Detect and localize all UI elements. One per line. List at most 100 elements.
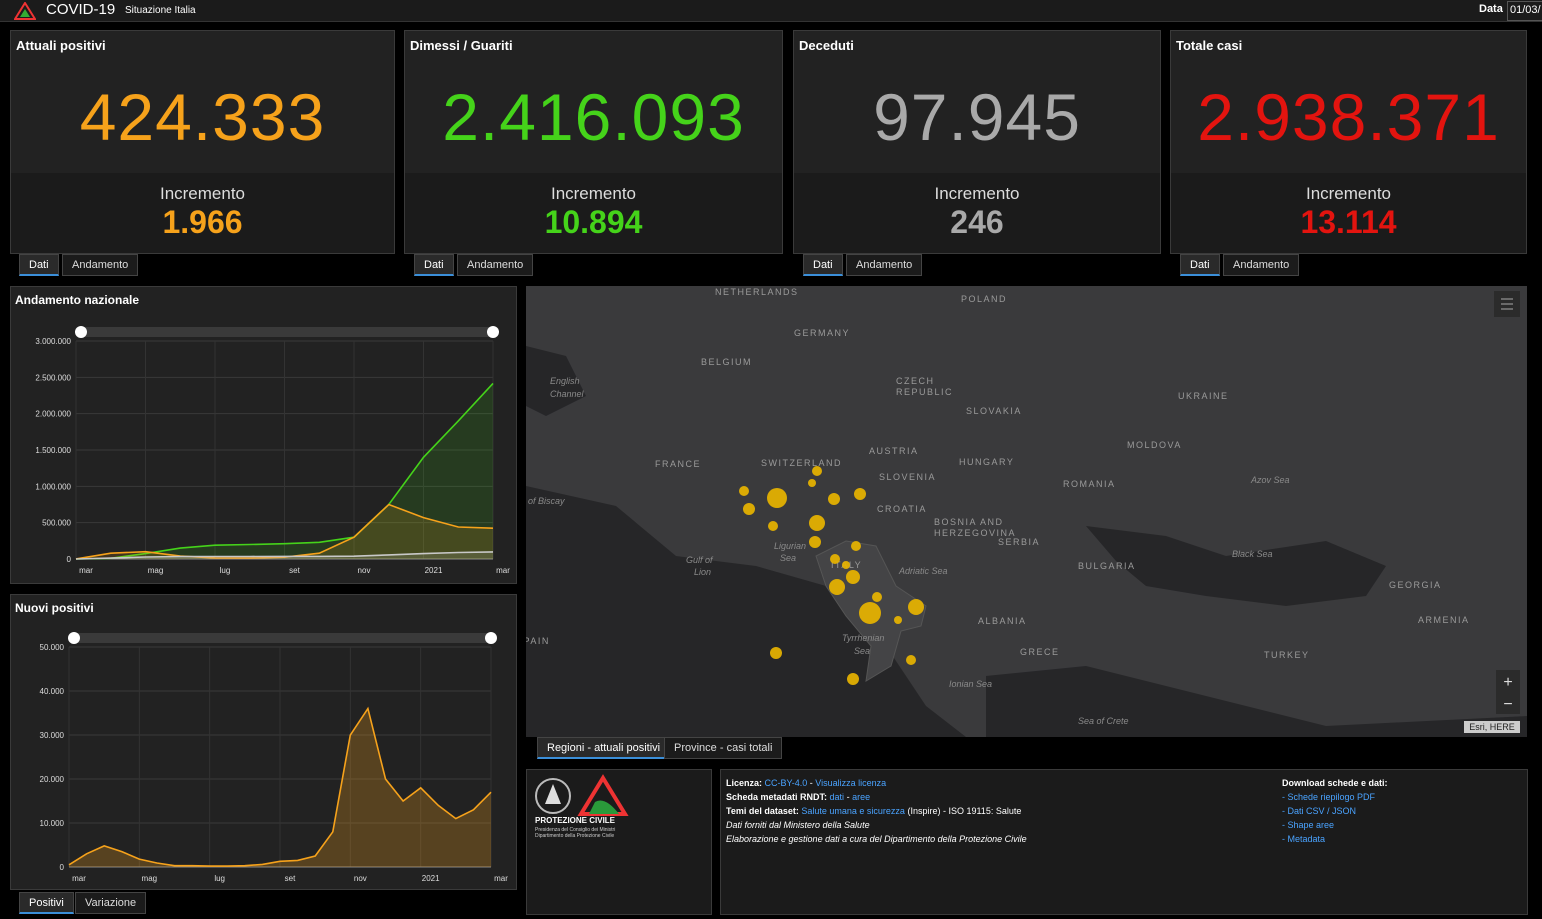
card-title: Totale casi bbox=[1176, 38, 1243, 53]
tab[interactable]: Dati bbox=[1180, 254, 1220, 276]
separator: - bbox=[846, 792, 850, 802]
slider-handle[interactable] bbox=[68, 632, 80, 644]
tab[interactable]: Dati bbox=[803, 254, 843, 276]
map-label: Sea bbox=[780, 553, 796, 563]
download-link[interactable]: - Shape aree bbox=[1282, 820, 1335, 830]
tab[interactable]: Dati bbox=[414, 254, 454, 276]
tab[interactable]: Regioni - attuali positivi bbox=[537, 737, 671, 759]
download-link[interactable]: - Metadata bbox=[1282, 834, 1326, 844]
tab[interactable]: Andamento bbox=[457, 254, 534, 276]
x-tick-label: set bbox=[289, 566, 300, 575]
zoom-out[interactable]: − bbox=[1503, 696, 1512, 713]
bubble[interactable] bbox=[854, 488, 866, 500]
bubble[interactable] bbox=[859, 602, 881, 624]
chart-panel: Nuovi positivi 0 10.000 20.000 30.000 40.000 5… bbox=[10, 594, 517, 890]
app-subtitle: Situazione Italia bbox=[125, 5, 196, 16]
zoom-in[interactable]: + bbox=[1503, 674, 1512, 691]
chart-title: Andamento nazionale bbox=[15, 293, 139, 307]
bubble[interactable] bbox=[851, 541, 861, 551]
bubble[interactable] bbox=[829, 579, 845, 595]
link[interactable]: Visualizza licenza bbox=[815, 778, 887, 788]
link[interactable]: Salute umana e sicurezza bbox=[801, 806, 905, 816]
map-label: FRANCE bbox=[655, 459, 701, 469]
y-tick-label: 3.000.000 bbox=[35, 337, 71, 346]
map-label: HERZEGOVINA bbox=[934, 528, 1016, 538]
bubble[interactable] bbox=[828, 493, 840, 505]
map-label: POLAND bbox=[961, 294, 1007, 304]
series-line bbox=[75, 503, 494, 560]
bubble[interactable] bbox=[808, 479, 816, 487]
increment-label: Incremento bbox=[159, 184, 246, 203]
range-slider[interactable] bbox=[74, 633, 491, 643]
link[interactable]: aree bbox=[852, 792, 871, 802]
x-tick-label: mag bbox=[148, 566, 164, 575]
bubble[interactable] bbox=[739, 486, 749, 496]
chart-title: Nuovi positivi bbox=[15, 601, 94, 615]
x-tick-label: lug bbox=[214, 874, 225, 883]
bubble[interactable] bbox=[770, 647, 782, 659]
bubble[interactable] bbox=[842, 561, 850, 569]
slider-handle[interactable] bbox=[75, 326, 87, 338]
tab[interactable]: Dati bbox=[19, 254, 59, 276]
bubble[interactable] bbox=[830, 554, 840, 564]
map: NETHERLANDS POLAND GERMANY BELGIUM CZECHREPU… bbox=[526, 286, 1527, 737]
map-label: GERMANY bbox=[794, 328, 850, 338]
bubble[interactable] bbox=[906, 655, 916, 665]
logo-panel: PROTEZIONE CIVILE Presidenza del Consigl… bbox=[526, 769, 712, 915]
y-tick-label: 50.000 bbox=[40, 643, 65, 652]
range-slider[interactable] bbox=[81, 327, 493, 337]
bubble[interactable] bbox=[846, 570, 860, 584]
tab[interactable]: Positivi bbox=[19, 892, 74, 914]
card-lower: Incremento 13.114 bbox=[1171, 173, 1526, 253]
bubble[interactable] bbox=[872, 592, 882, 602]
logo-icon bbox=[14, 2, 36, 20]
map-label: Ligurian bbox=[774, 541, 806, 551]
slider-handle[interactable] bbox=[485, 632, 497, 644]
bubble[interactable] bbox=[809, 536, 821, 548]
map-label: SWITZERLAND bbox=[761, 458, 842, 468]
map-label: Gulf of bbox=[686, 555, 714, 565]
map-label: ALBANIA bbox=[978, 616, 1027, 626]
map-label: GEORGIA bbox=[1389, 580, 1442, 590]
map-label: CZECH bbox=[896, 376, 935, 386]
x-tick-label: mag bbox=[142, 874, 158, 883]
map-label: ROMANIA bbox=[1063, 479, 1116, 489]
increment-value: 10.894 bbox=[544, 204, 643, 240]
chart: Andamento nazionale 0 500.000 1.000.000 1.50… bbox=[15, 293, 510, 575]
card-value: 424.333 bbox=[79, 80, 326, 154]
card-lower: Incremento 1.966 bbox=[11, 173, 394, 253]
link[interactable]: CC-BY-4.0 bbox=[764, 778, 808, 788]
tab[interactable]: Province - casi totali bbox=[664, 737, 783, 759]
bubble[interactable] bbox=[908, 599, 924, 615]
x-tick-label: nov bbox=[354, 874, 367, 883]
stat-card: Deceduti 97.945 Incremento 246 bbox=[793, 30, 1161, 254]
bubble[interactable] bbox=[809, 515, 825, 531]
download-link[interactable]: - Dati CSV / JSON bbox=[1282, 806, 1357, 816]
download-link[interactable]: - Schede riepilogo PDF bbox=[1282, 792, 1376, 802]
card-lower: Incremento 10.894 bbox=[405, 173, 782, 253]
map-label: Sea bbox=[854, 646, 870, 656]
increment-label: Incremento bbox=[934, 184, 1020, 203]
map-label: REPUBLIC bbox=[896, 387, 953, 397]
series-area bbox=[69, 708, 491, 867]
link[interactable]: dati bbox=[829, 792, 845, 802]
info-line: Dati forniti dal Ministero della Salute bbox=[726, 820, 870, 830]
card-value: 2.416.093 bbox=[442, 80, 745, 154]
tab[interactable]: Variazione bbox=[75, 892, 147, 914]
bubble[interactable] bbox=[847, 673, 859, 685]
date-input[interactable]: 01/03/ bbox=[1507, 1, 1542, 21]
legend-icon bbox=[1501, 298, 1513, 310]
slider-handle[interactable] bbox=[487, 326, 499, 338]
attribution: Esri, HERE bbox=[1469, 722, 1515, 732]
tab[interactable]: Andamento bbox=[1223, 254, 1300, 276]
tab[interactable]: Andamento bbox=[62, 254, 139, 276]
map-label: SLOVENIA bbox=[879, 472, 936, 482]
bubble[interactable] bbox=[768, 521, 778, 531]
bubble[interactable] bbox=[767, 488, 787, 508]
tab[interactable]: Andamento bbox=[846, 254, 923, 276]
bubble[interactable] bbox=[812, 466, 822, 476]
map-label: Tyrrhenian bbox=[842, 633, 884, 643]
bubble[interactable] bbox=[743, 503, 755, 515]
map-label: ARMENIA bbox=[1418, 615, 1470, 625]
bubble[interactable] bbox=[894, 616, 902, 624]
